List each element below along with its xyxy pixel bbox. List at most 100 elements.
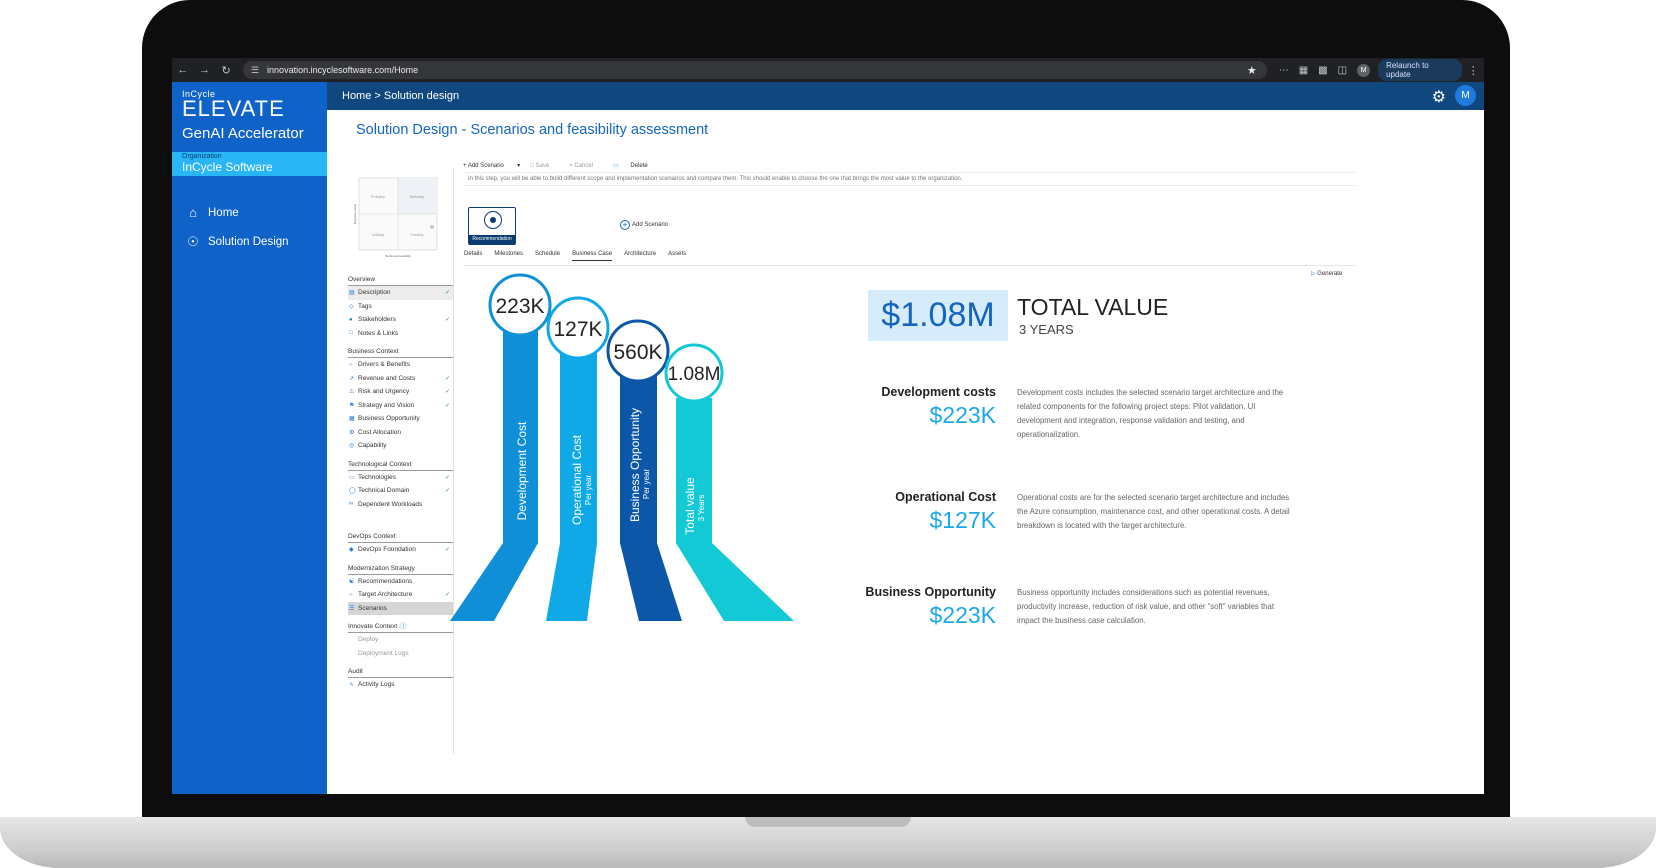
devops-icon: ◆ (349, 547, 354, 554)
check-icon: ✓ (444, 375, 450, 382)
section-heading-business-context: Business Context (348, 345, 454, 358)
nav-item-tags[interactable]: ◇ Tags (348, 300, 454, 314)
nav-item-label: Business Opportunity (358, 415, 420, 423)
feasibility-matrix: Probably Definitely Unlikely Possibly Bu… (353, 177, 438, 258)
gear-icon[interactable]: ⚙ (1431, 89, 1446, 106)
brand-logo: InCycle ELEVATE GenAI Accelerator (172, 82, 327, 143)
warning-icon: ⚠ (349, 389, 355, 396)
nav-item-label: Dependent Workloads (358, 500, 423, 508)
bookmark-star-icon[interactable]: ★ (1246, 64, 1257, 77)
nav-item-label: Deploy (358, 636, 379, 644)
relaunch-button[interactable]: Relaunch to update (1378, 59, 1463, 81)
home-icon: ⌂ (189, 205, 197, 220)
nav-item-technical-domain[interactable]: ◯ Technical Domain ✓ (348, 484, 454, 498)
save-label: Save (535, 162, 550, 169)
total-value-box: $1.08M (868, 290, 1008, 341)
nav-item-label: Capability (358, 442, 387, 450)
screen: ← → ↻ ☰ innovation.incyclesoftware.com/H… (172, 58, 1484, 794)
menu-kebab-icon[interactable]: ⋮ (1467, 64, 1479, 77)
delete-button[interactable]: ▭ Delete (613, 162, 658, 169)
puzzle-icon[interactable]: ▩ (1318, 64, 1328, 76)
nav-item-target-architecture[interactable]: ○ Target Architecture ✓ (348, 588, 454, 602)
org-label: Organization (182, 153, 222, 160)
browser-toolbar: ← → ↻ ☰ innovation.incyclesoftware.com/H… (172, 58, 1484, 82)
add-scenario-button[interactable]: + Add Scenario ▾ (463, 163, 521, 169)
more-dots-icon[interactable]: ⋯ (1278, 64, 1289, 76)
nav-item-label: Strategy and Vision (358, 401, 415, 409)
nav-item-technologies[interactable]: ▭ Technologies ✓ (348, 471, 454, 485)
nav-item-strategy-vision[interactable]: ⚑ Strategy and Vision ✓ (348, 399, 454, 413)
check-icon: ✓ (444, 547, 450, 554)
nav-item-label: Drivers & Benefits (358, 361, 411, 369)
nav-item-deploy[interactable]: Deploy (348, 633, 454, 647)
pillar-sub-operational: Per year (584, 475, 593, 506)
breadcrumb[interactable]: Home > Solution design (342, 90, 460, 102)
site-info-icon[interactable]: ☰ (250, 64, 260, 75)
user-avatar[interactable]: M (1455, 85, 1476, 106)
save-button[interactable]: □ Save (530, 162, 550, 169)
pillar-business-opportunity (620, 375, 657, 544)
matrix-quadrant-definitely: Definitely (410, 195, 425, 199)
add-scenario-card-button[interactable]: + Add Scenario (620, 220, 668, 230)
tab-assets[interactable]: Assets (668, 251, 687, 257)
matrix-scenario-point (430, 225, 434, 229)
metric-value-development: $223K (929, 402, 996, 428)
pillar-value-business: 560K (613, 341, 662, 364)
nav-item-drivers-benefits[interactable]: ○ Drivers & Benefits (348, 358, 454, 372)
nav-item-scenarios[interactable]: ☰ Scenarios (348, 601, 454, 615)
nav-item-label: Tags (358, 302, 372, 310)
check-icon: ✓ (444, 402, 450, 409)
cancel-button[interactable]: × Cancel (569, 162, 594, 169)
nav-item-business-opportunity[interactable]: ▦ Business Opportunity (348, 412, 454, 426)
metric-label-business: Business Opportunity (865, 585, 996, 599)
scenario-card-label: Recommendation (469, 235, 515, 244)
nav-item-devops-foundation[interactable]: ◆ DevOps Foundation ✓ (348, 543, 454, 557)
nav-item-description[interactable]: ▤ Description ✓ (348, 286, 454, 300)
sidebar-item-solution-design[interactable]: ☉ Solution Design (172, 227, 327, 256)
tab-business-case[interactable]: Business Case (572, 251, 613, 261)
generate-button[interactable]: ▷ Generate (1311, 270, 1342, 277)
section-heading-overview: Overview (348, 273, 454, 286)
info-icon[interactable]: ⓘ (400, 623, 407, 630)
matrix-quadrant-unlikely: Unlikely (372, 233, 385, 237)
app-sidebar: InCycle ELEVATE GenAI Accelerator Organi… (172, 82, 327, 794)
pillar-value-operational: 127K (553, 318, 602, 341)
section-heading-audit: Audit (348, 665, 454, 678)
sidepanel-icon[interactable]: ◫ (1337, 64, 1348, 76)
nav-item-label: Notes & Links (358, 329, 399, 337)
app-header: Home > Solution design ⚙ M (327, 82, 1484, 110)
nav-item-capability[interactable]: ◎ Capability (348, 439, 454, 453)
organization-selector[interactable]: Organization InCycle Software (172, 152, 327, 176)
matrix-quadrant-possibly: Possibly (410, 233, 423, 237)
nav-item-recommendations[interactable]: ☯ Recommendations (348, 575, 454, 589)
nav-item-deployment-logs[interactable]: Deployment Logs (348, 647, 454, 661)
nav-item-label: Description (358, 289, 391, 297)
tab-milestones[interactable]: Milestones (494, 251, 524, 257)
tag-icon: ◇ (349, 303, 354, 310)
extension-icon[interactable]: ▦ (1298, 64, 1309, 76)
nav-item-risk-urgency[interactable]: ⚠ Risk and Urgency ✓ (348, 385, 454, 399)
scenario-card-recommendation[interactable]: Recommendation (468, 207, 516, 245)
nav-item-notes-links[interactable]: □ Notes & Links (348, 327, 454, 341)
forward-icon[interactable]: → (198, 64, 210, 76)
nav-item-revenue-costs[interactable]: ↗ Revenue and Costs ✓ (348, 372, 454, 386)
pillar-base-operational (546, 543, 597, 621)
back-icon[interactable]: ← (177, 64, 189, 76)
tab-details[interactable]: Details (464, 251, 483, 257)
pillar-label-total: Total value (683, 477, 697, 535)
nav-spacer (348, 511, 454, 525)
profile-avatar[interactable]: M (1357, 63, 1371, 77)
reload-icon[interactable]: ↻ (221, 64, 231, 77)
section-heading-devops-context: DevOps Context (348, 530, 454, 543)
metric-label-operational: Operational Cost (895, 490, 996, 504)
metric-description-operational: Operational costs are for the selected s… (1017, 493, 1290, 530)
nav-item-activity-logs[interactable]: ∿ Activity Logs (348, 678, 454, 692)
laptop-notch (745, 817, 911, 827)
nav-item-stakeholders[interactable]: ● Stakeholders ✓ (348, 313, 454, 327)
sidebar-item-home[interactable]: ⌂ Home (172, 198, 327, 227)
nav-item-cost-allocation[interactable]: ⚙ Cost Allocation (348, 426, 454, 440)
tab-schedule[interactable]: Schedule (535, 251, 561, 257)
tab-architecture[interactable]: Architecture (624, 251, 657, 257)
address-bar[interactable]: ☰ innovation.incyclesoftware.com/Home ★ (242, 61, 1267, 79)
nav-item-dependent-workloads[interactable]: ∞ Dependent Workloads (348, 498, 454, 512)
